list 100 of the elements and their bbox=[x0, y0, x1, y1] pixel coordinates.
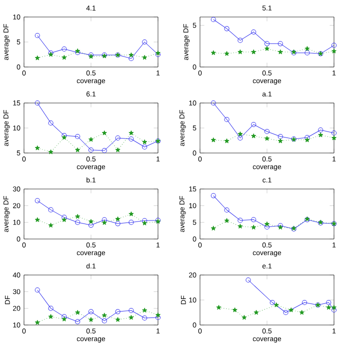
point bbox=[216, 304, 222, 310]
point bbox=[115, 317, 120, 322]
point bbox=[88, 218, 94, 224]
point bbox=[264, 221, 270, 226]
point bbox=[238, 49, 243, 54]
point bbox=[115, 147, 120, 152]
point bbox=[210, 226, 216, 230]
point bbox=[88, 136, 94, 142]
point bbox=[48, 120, 54, 126]
point bbox=[299, 310, 304, 315]
point bbox=[264, 136, 270, 141]
point bbox=[128, 52, 134, 58]
point bbox=[264, 41, 270, 46]
point bbox=[238, 218, 243, 223]
point bbox=[75, 134, 80, 140]
point bbox=[270, 300, 275, 306]
point bbox=[62, 316, 67, 322]
point bbox=[75, 214, 80, 219]
point bbox=[278, 41, 283, 46]
point bbox=[115, 309, 120, 314]
point bbox=[115, 216, 120, 222]
point bbox=[62, 46, 67, 52]
point bbox=[75, 220, 80, 225]
point bbox=[274, 302, 279, 308]
point bbox=[128, 220, 134, 225]
point bbox=[224, 51, 230, 56]
point bbox=[48, 306, 54, 311]
point bbox=[251, 49, 256, 54]
point bbox=[238, 38, 243, 43]
point bbox=[75, 310, 80, 315]
point bbox=[48, 222, 54, 228]
point bbox=[102, 220, 107, 225]
point bbox=[48, 314, 54, 319]
point bbox=[34, 145, 40, 150]
point bbox=[332, 304, 336, 310]
point bbox=[224, 116, 230, 122]
point bbox=[318, 132, 324, 138]
point bbox=[251, 29, 256, 35]
point bbox=[34, 217, 40, 222]
point bbox=[128, 211, 134, 216]
point bbox=[264, 224, 270, 230]
point bbox=[88, 309, 94, 314]
point bbox=[102, 148, 107, 154]
point bbox=[251, 122, 256, 128]
point bbox=[142, 39, 148, 45]
point bbox=[102, 312, 107, 318]
point bbox=[142, 144, 148, 150]
point bbox=[238, 131, 243, 136]
point bbox=[264, 46, 270, 51]
point bbox=[224, 218, 230, 223]
point bbox=[332, 135, 336, 140]
point bbox=[128, 314, 134, 320]
point bbox=[115, 221, 120, 226]
point bbox=[142, 54, 148, 60]
point bbox=[238, 135, 243, 141]
point bbox=[278, 49, 283, 54]
point bbox=[224, 138, 230, 144]
point bbox=[156, 312, 160, 318]
point bbox=[62, 217, 67, 222]
point bbox=[75, 319, 80, 324]
point bbox=[304, 46, 310, 51]
point bbox=[304, 137, 310, 142]
point bbox=[88, 222, 94, 228]
point bbox=[278, 138, 283, 144]
point bbox=[242, 314, 247, 320]
point bbox=[302, 300, 308, 306]
point bbox=[326, 300, 332, 306]
point bbox=[34, 320, 40, 325]
point bbox=[115, 135, 120, 141]
point bbox=[238, 224, 243, 228]
point bbox=[254, 310, 259, 315]
point bbox=[102, 130, 107, 136]
point bbox=[326, 304, 332, 310]
point bbox=[224, 26, 230, 32]
point bbox=[332, 48, 336, 54]
point bbox=[288, 307, 294, 312]
point bbox=[142, 220, 148, 226]
point bbox=[102, 217, 107, 222]
point bbox=[304, 50, 310, 56]
point bbox=[210, 137, 216, 142]
point bbox=[75, 147, 80, 152]
point bbox=[88, 317, 94, 322]
point bbox=[102, 318, 107, 324]
point bbox=[278, 134, 283, 140]
point bbox=[232, 307, 238, 312]
point bbox=[128, 130, 134, 136]
point bbox=[251, 217, 256, 222]
point bbox=[318, 127, 324, 133]
point bbox=[283, 310, 288, 316]
point bbox=[128, 56, 134, 62]
point bbox=[251, 133, 256, 138]
point bbox=[142, 315, 148, 321]
point bbox=[128, 308, 134, 314]
point bbox=[34, 55, 40, 60]
point bbox=[88, 147, 94, 153]
point bbox=[142, 308, 148, 312]
point bbox=[142, 139, 148, 144]
point bbox=[264, 128, 270, 134]
point bbox=[48, 149, 54, 154]
point bbox=[48, 207, 54, 212]
